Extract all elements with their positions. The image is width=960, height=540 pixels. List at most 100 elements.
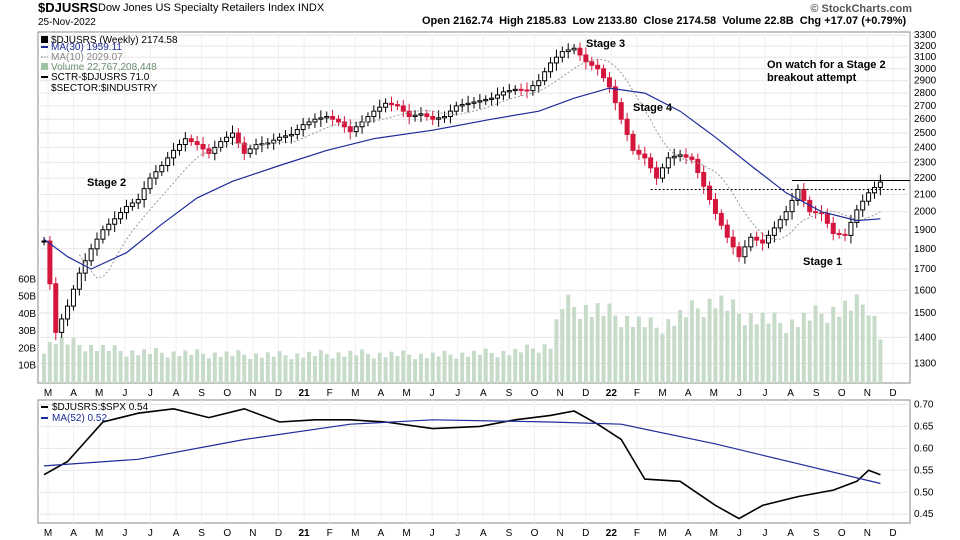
price-tick-label: 1900	[914, 225, 937, 236]
price-tick-label: 1300	[914, 358, 937, 369]
candle-body	[801, 188, 807, 201]
x-tick-label: M	[710, 388, 718, 399]
volume-bar	[707, 298, 712, 383]
ohlc-readout: Open 2162.74 High 2185.83 Low 2133.80 Cl…	[422, 15, 906, 27]
volume-bar	[65, 344, 70, 383]
volume-bar	[666, 319, 671, 383]
x-tick-label: S	[506, 528, 513, 539]
candle-body	[129, 202, 135, 207]
candle-body	[536, 80, 542, 87]
volume-bars	[42, 294, 883, 383]
x-tick-label: N	[557, 388, 564, 399]
volume-tick-label: 50B	[18, 292, 36, 303]
candle-body	[871, 186, 877, 194]
x-tick-label: M	[710, 528, 718, 539]
x-tick-label: J	[122, 528, 127, 539]
candle-body	[636, 149, 642, 155]
x-tick-label: N	[864, 388, 871, 399]
candle-body	[783, 211, 789, 221]
price-tick-label: 1500	[914, 308, 937, 319]
candle-body	[277, 136, 283, 141]
legend-ma30: MA(30) 1959.11	[51, 42, 122, 53]
x-tick-label: J	[430, 388, 435, 399]
candle-body	[176, 143, 182, 151]
candle-body	[306, 121, 312, 126]
candle-body	[830, 222, 836, 234]
volume-bar	[636, 316, 641, 383]
x-tick-label: D	[889, 528, 896, 539]
x-tick-label: J	[455, 388, 460, 399]
volume-bar	[613, 315, 618, 383]
volume-bar	[354, 355, 359, 383]
volume-bar	[401, 350, 406, 383]
candle-body	[860, 200, 866, 211]
x-tick-label: A	[173, 388, 180, 399]
volume-bar	[283, 355, 288, 383]
volume-bar	[177, 356, 182, 383]
candle-body	[418, 113, 424, 116]
rs-tick-label: 0.50	[914, 487, 934, 498]
candle-body	[654, 167, 660, 179]
x-tick-label: D	[275, 528, 282, 539]
candle-body	[483, 98, 489, 102]
volume-bar	[619, 327, 624, 383]
volume-bar	[501, 350, 506, 383]
candle-body	[559, 51, 565, 58]
candle-body	[506, 90, 512, 93]
candle-body	[683, 154, 689, 158]
candle-body	[789, 199, 795, 213]
candle-body	[335, 118, 341, 123]
candle-body	[589, 61, 595, 66]
rs-ma52-line	[43, 419, 881, 485]
x-tick-label: M	[402, 528, 410, 539]
candle-body	[53, 283, 59, 333]
volume-bar	[342, 356, 347, 383]
volume-bar	[448, 354, 453, 383]
candle-body	[707, 185, 713, 201]
legend-sctr: SCTR-$DJUSRS 71.0	[51, 72, 150, 83]
volume-bar	[171, 351, 176, 383]
volume-bar	[324, 354, 329, 383]
volume-bar	[566, 294, 571, 383]
volume-bar	[124, 356, 129, 383]
candle-body	[548, 62, 554, 73]
volume-bar	[477, 354, 482, 383]
x-tick-label: 21	[298, 388, 310, 399]
volume-bar	[760, 312, 765, 383]
candle-body	[866, 192, 872, 202]
candle-body	[754, 236, 760, 241]
candle-body	[477, 100, 483, 103]
volume-bar	[689, 300, 694, 383]
price-tick-label: 2300	[914, 157, 937, 168]
candle-body	[500, 91, 506, 96]
candle-body	[736, 246, 742, 258]
rs-tick-label: 0.60	[914, 443, 934, 454]
volume-bar	[59, 336, 64, 383]
price-candles	[41, 42, 883, 341]
x-tick-label: F	[327, 528, 333, 539]
candle-body	[341, 121, 347, 128]
volume-bar	[795, 326, 800, 383]
volume-bar	[825, 322, 830, 383]
volume-bar	[130, 350, 135, 383]
volume-bar	[218, 356, 223, 383]
price-tick-label: 3200	[914, 41, 937, 52]
price-tick-label: 3300	[914, 30, 937, 41]
candle-body	[642, 153, 648, 159]
volume-bar	[430, 352, 435, 383]
volume-bar	[377, 352, 382, 383]
low-value: Low 2133.80	[572, 15, 638, 27]
stockcharts-brand[interactable]: © StockCharts.com	[810, 3, 912, 15]
x-tick-label: N	[864, 528, 871, 539]
volume-bar	[807, 320, 812, 383]
candle-body	[877, 181, 883, 188]
candle-body	[518, 88, 524, 91]
candle-body	[695, 158, 701, 174]
candle-body	[70, 288, 76, 307]
candle-body	[394, 104, 400, 107]
volume-bar	[454, 358, 459, 383]
axis-labels: 1300 1400 1500 1600 1700 1800 1900 2000 2100 2200…	[18, 30, 936, 539]
volume-bar	[383, 357, 388, 383]
candle-body	[371, 110, 377, 118]
